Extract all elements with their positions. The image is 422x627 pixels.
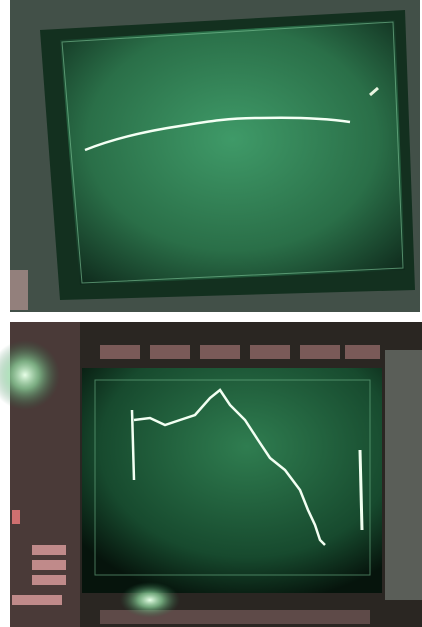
- edge-panel: [10, 270, 28, 310]
- screen: [60, 20, 405, 285]
- button: [12, 595, 62, 605]
- button: [250, 345, 290, 359]
- button: [32, 575, 66, 585]
- button: [32, 560, 66, 570]
- button: [300, 345, 340, 359]
- right-panel: [385, 350, 422, 600]
- page: {}: [0, 0, 422, 627]
- top-photo: [10, 0, 420, 312]
- photo-pair: [0, 0, 422, 627]
- bottom-photo: [0, 322, 422, 627]
- button: [100, 345, 140, 359]
- button: [32, 545, 66, 555]
- glare: [120, 582, 180, 618]
- trace-edge: [360, 450, 362, 530]
- button: [200, 345, 240, 359]
- button: [12, 510, 20, 524]
- button: [345, 345, 380, 359]
- button: [150, 345, 190, 359]
- screen: [82, 368, 382, 593]
